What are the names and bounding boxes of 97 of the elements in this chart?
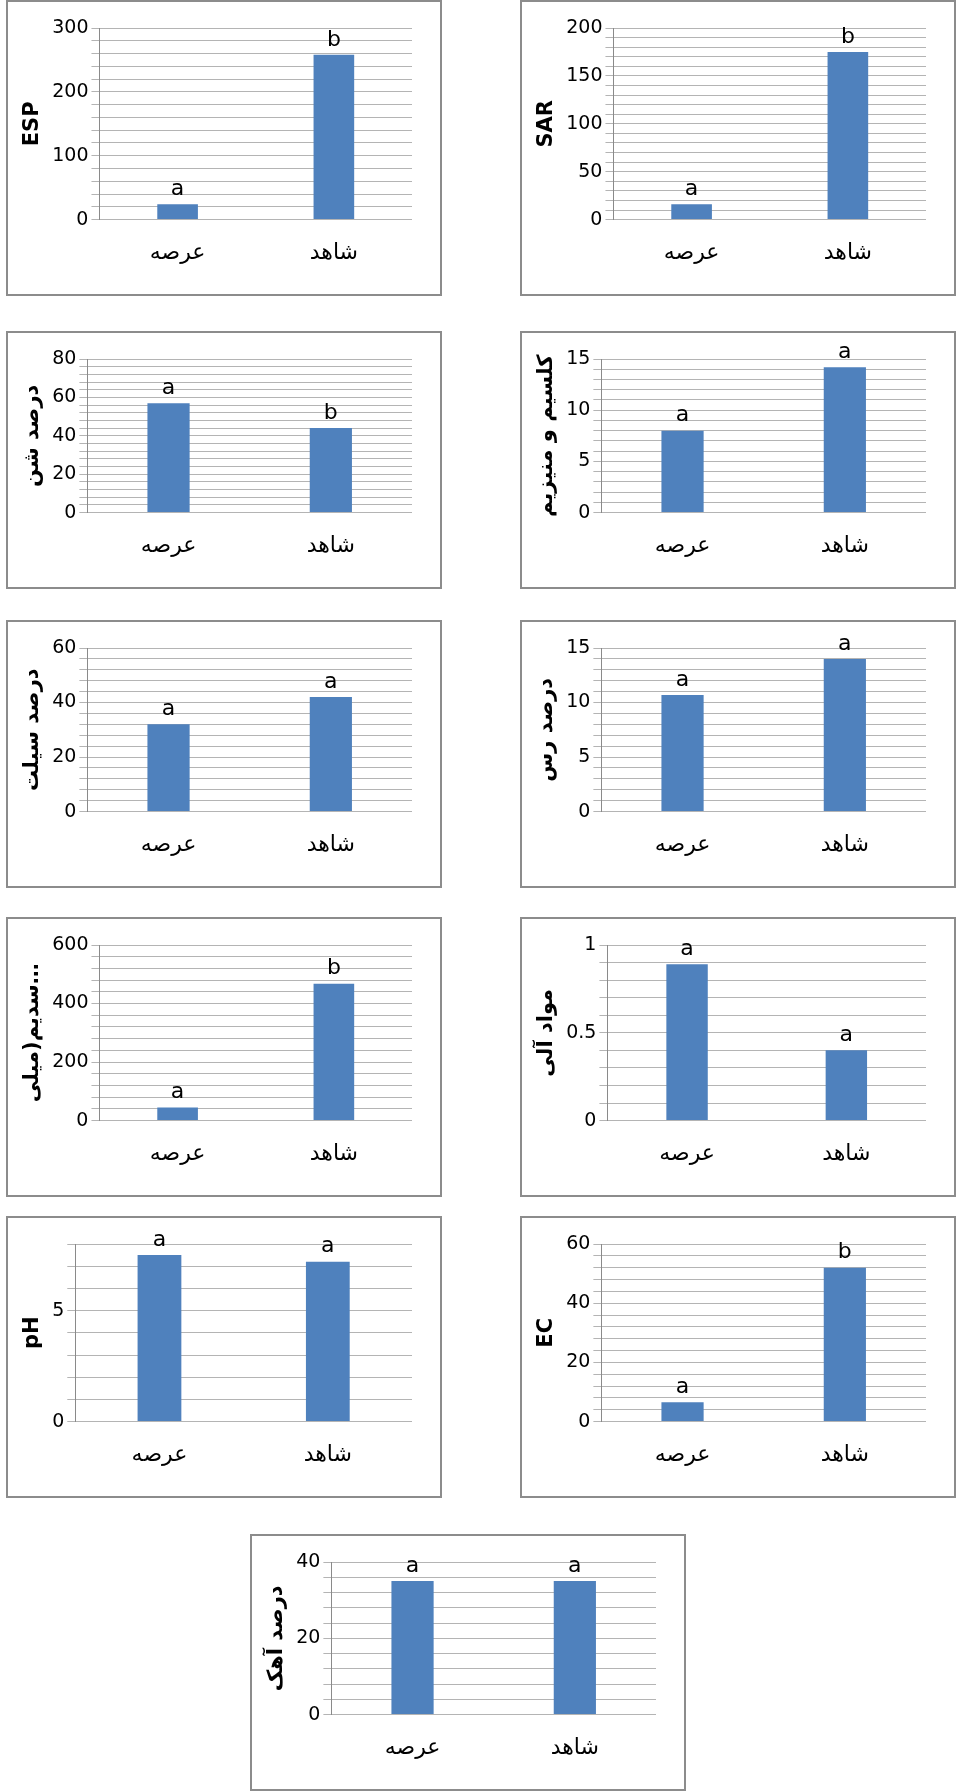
y-axis-title: EC	[533, 1317, 558, 1348]
y-axis-title: درصد رس	[533, 677, 558, 782]
y-tick-label: 150	[566, 62, 603, 85]
y-tick-label: 10	[566, 689, 591, 712]
y-axis-title: مواد آلی	[532, 988, 558, 1077]
y-tick-label: 100	[566, 110, 603, 133]
y-tick-label: 0.5	[566, 1019, 597, 1042]
x-tick-label: شاهد	[550, 1733, 599, 1759]
x-tick-label: عرصه	[140, 830, 197, 856]
y-tick-label: 10	[566, 397, 591, 420]
y-tick-label: 0	[52, 1408, 65, 1431]
annotation: b	[840, 22, 855, 48]
y-tick-label: 20	[52, 744, 77, 766]
y-tick-label: 0	[64, 499, 77, 522]
x-tick-label: عرصه	[131, 1440, 188, 1466]
x-tick-label: شاهد	[306, 531, 355, 557]
annotation: a	[324, 667, 338, 693]
annotation: a	[680, 935, 694, 961]
x-tick-label: شاهد	[822, 1139, 871, 1165]
annotation: b	[326, 25, 341, 51]
y-axis-title: درصد شن	[19, 384, 44, 487]
y-tick-label: 15	[566, 345, 591, 368]
x-tick-label: شاهد	[823, 238, 873, 264]
y-tick-label: 0	[578, 798, 591, 821]
x-tick-label: شاهد	[306, 830, 355, 856]
x-tick-label: عرصه	[659, 1139, 715, 1165]
annotation: b	[837, 1238, 852, 1264]
y-axis-title: درصد آهک	[262, 1585, 288, 1692]
annotation: a	[321, 1232, 335, 1258]
annotation: b	[326, 954, 341, 980]
annotation: a	[684, 174, 699, 200]
y-tick-label: 20	[566, 1349, 591, 1372]
x-tick-label: عرصه	[654, 1440, 711, 1466]
y-tick-label: 5	[578, 448, 591, 471]
y-tick-label: 40	[566, 1290, 591, 1313]
y-tick-label: 80	[52, 345, 77, 368]
x-tick-label: عرصه	[654, 830, 711, 856]
y-tick-label: 200	[52, 1049, 89, 1071]
y-tick-label: 60	[52, 634, 77, 657]
x-tick-label: عرصه	[149, 238, 206, 264]
y-tick-label: 0	[76, 1107, 89, 1130]
y-tick-label: 400	[52, 990, 89, 1013]
x-tick-label: شاهد	[820, 830, 869, 856]
y-tick-label: 60	[566, 1230, 591, 1253]
y-tick-label: 5	[578, 744, 591, 766]
y-axis-title: SAR	[533, 100, 558, 148]
x-tick-label: عرصه	[149, 1139, 206, 1165]
annotation: a	[405, 1551, 420, 1577]
annotation: a	[161, 695, 176, 721]
y-tick-label: 100	[52, 142, 89, 165]
y-tick-label: 0	[578, 1408, 591, 1431]
annotation: a	[170, 174, 185, 200]
y-axis-title: سدیم(میلی…	[19, 963, 44, 1103]
annotation: a	[568, 1551, 582, 1577]
x-tick-label: شاهد	[820, 1440, 869, 1466]
annotation: b	[323, 398, 338, 424]
annotation: a	[839, 1021, 854, 1047]
y-tick-label: 0	[578, 499, 591, 522]
annotation: a	[170, 1078, 185, 1104]
y-tick-label: 300	[52, 14, 89, 37]
y-axis-title: pH	[19, 1316, 44, 1350]
y-tick-label: 0	[64, 798, 77, 821]
y-tick-label: 0	[76, 206, 89, 229]
y-tick-label: 40	[52, 422, 77, 445]
y-tick-label: 0	[590, 206, 603, 229]
x-tick-label: شاهد	[303, 1440, 352, 1466]
x-tick-label: عرصه	[663, 238, 720, 264]
y-tick-label: 60	[52, 384, 77, 407]
y-tick-label: 50	[578, 158, 603, 181]
y-tick-label: 0	[308, 1701, 321, 1724]
y-tick-label: 0	[584, 1107, 597, 1130]
y-tick-label: 1	[584, 931, 597, 954]
y-tick-label: 600	[52, 931, 89, 954]
y-tick-label: 20	[52, 461, 77, 484]
x-tick-label: عرصه	[654, 531, 711, 557]
annotation: a	[675, 1373, 690, 1399]
y-tick-label: 20	[296, 1625, 321, 1648]
y-axis-title: درصد سیلت	[19, 668, 44, 792]
annotation: a	[838, 337, 852, 363]
y-axis-title: کلسیم و منیزیم	[533, 353, 558, 518]
y-tick-label: 40	[52, 689, 77, 712]
annotation: a	[152, 1225, 167, 1251]
y-tick-label: 15	[566, 634, 591, 657]
y-tick-label: 200	[52, 78, 89, 101]
y-axis-title: ESP	[19, 101, 44, 147]
annotation: a	[838, 629, 852, 655]
annotation: a	[675, 665, 690, 691]
y-tick-label: 200	[566, 14, 603, 37]
annotation: a	[675, 401, 690, 427]
x-tick-label: شاهد	[309, 238, 359, 264]
x-tick-label: عرصه	[140, 531, 197, 557]
x-tick-label: شاهد	[820, 531, 869, 557]
annotation: a	[161, 373, 176, 399]
y-tick-label: 5	[52, 1297, 65, 1320]
y-tick-label: 40	[296, 1548, 321, 1571]
x-tick-label: عرصه	[384, 1733, 441, 1759]
x-tick-label: شاهد	[309, 1139, 359, 1165]
